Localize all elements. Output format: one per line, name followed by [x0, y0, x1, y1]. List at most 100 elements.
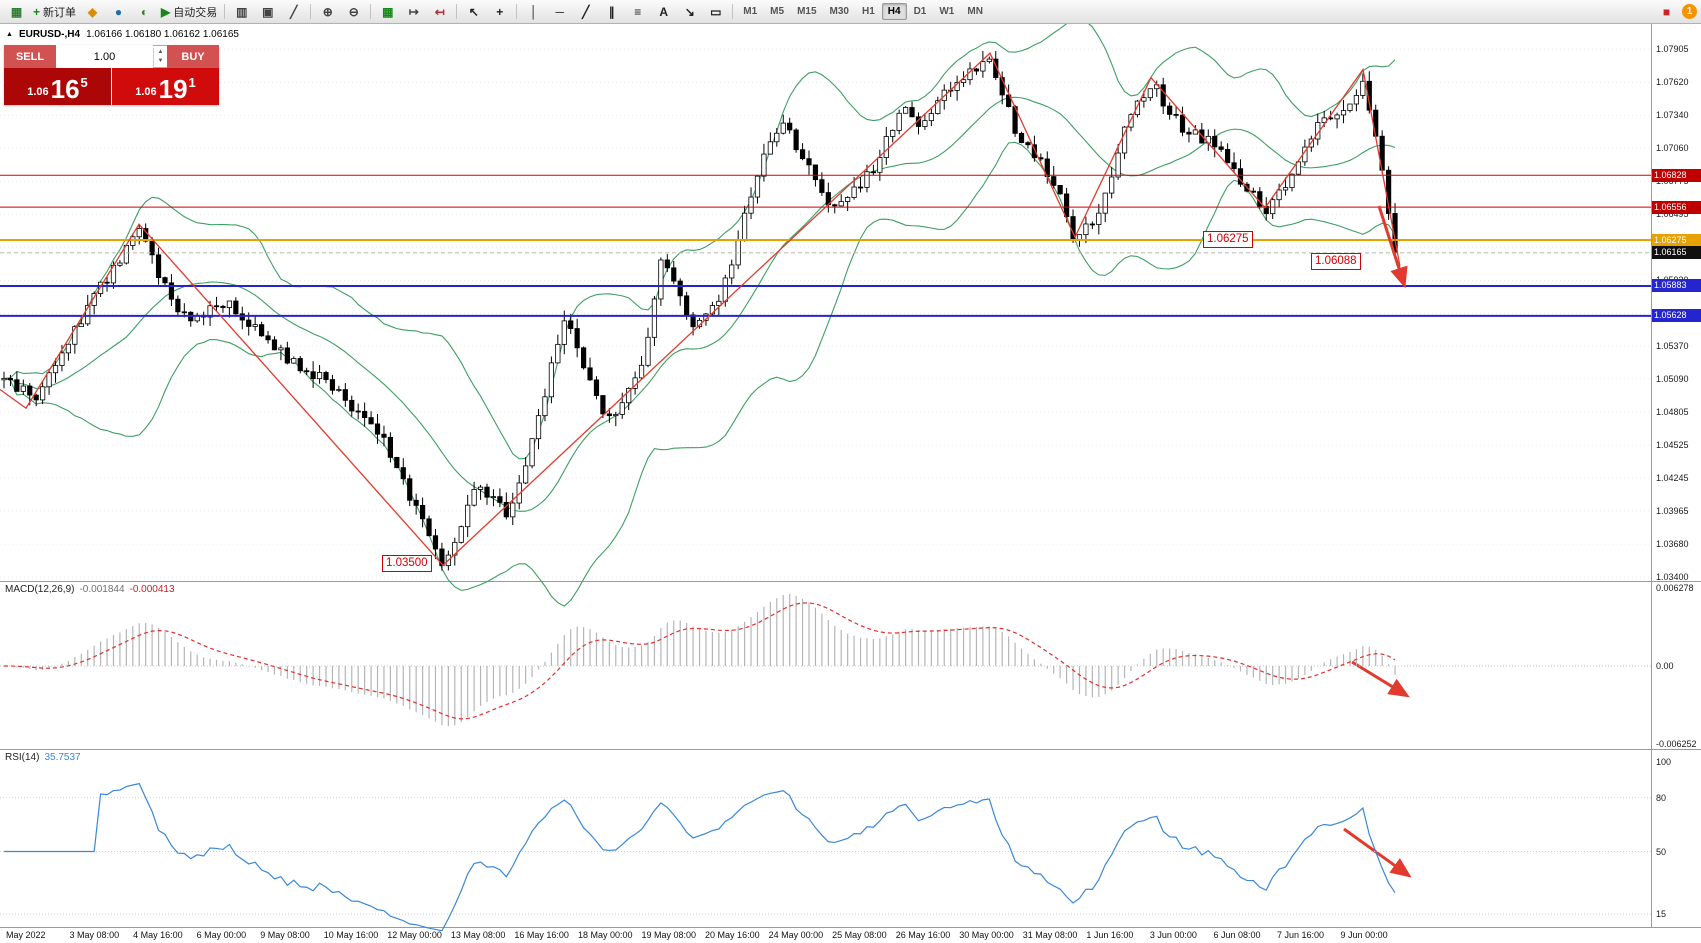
sell-price-big: 16 [50, 74, 80, 104]
price-badge: 1.06828 [1652, 168, 1701, 182]
rsi-indicator-label: RSI(14) 35.7537 [5, 752, 86, 763]
auto-scroll-button[interactable]: ↦ [401, 2, 426, 22]
cursor-button[interactable]: ↖ [461, 2, 486, 22]
chart-shift-button[interactable]: ↤ [427, 2, 452, 22]
timeframe-m30-button[interactable]: M30 [829, 6, 849, 17]
buy-price-prefix: 1.06 [135, 86, 157, 98]
toolbar-separator [310, 4, 312, 19]
time-axis-label: 6 Jun 08:00 [1213, 930, 1261, 940]
price-badge: 1.05628 [1652, 309, 1701, 323]
timeframe-d1-button[interactable]: D1 [913, 6, 927, 17]
autotrading-button[interactable]: ▶ 自动交易 [158, 2, 220, 22]
volume-increase-button[interactable]: ▲ [157, 48, 164, 55]
chart-ohlc-header: ▲ EURUSD-,H4 1.06166 1.06180 1.06162 1.0… [6, 29, 239, 40]
time-axis-label: 9 Jun 00:00 [1340, 930, 1388, 940]
time-axis-label: May 2022 [6, 930, 46, 940]
line-chart-button[interactable]: ╱ [281, 2, 306, 22]
new-order-icon: + [33, 4, 41, 19]
price-badge: 1.06165 [1652, 246, 1701, 260]
stop-button[interactable]: ■ [1654, 2, 1679, 22]
sell-price-sup: 5 [80, 75, 88, 90]
price-tick-label: 1.06495 [1656, 209, 1689, 220]
volume-spinner: ▲ ▼ [153, 47, 167, 66]
buy-price-panel[interactable]: 1.06 19 1 [112, 68, 219, 105]
bars-chart-button[interactable]: ▥ [229, 2, 254, 22]
shapes-icon: ▭ [710, 4, 722, 19]
volume-decrease-button[interactable]: ▼ [157, 57, 164, 64]
chart-profiles-button[interactable]: ◆ [80, 2, 105, 22]
timeframe-m1-button[interactable]: M1 [743, 6, 758, 17]
chart-marker-icon: ▲ [6, 31, 13, 38]
sell-price-prefix: 1.06 [27, 86, 49, 98]
trendline-icon: ╱ [582, 4, 590, 19]
rsi-level-label: 15 [1656, 909, 1667, 920]
price-annotation: 1.03500 [382, 555, 432, 572]
timeframe-mn-button[interactable]: MN [967, 6, 983, 17]
timeframe-w1-button[interactable]: W1 [939, 6, 955, 17]
timeframe-h4-button[interactable]: H4 [881, 3, 907, 20]
price-tick-label: 1.03965 [1656, 505, 1689, 516]
shapes-button[interactable]: ▭ [703, 2, 728, 22]
volume-input[interactable] [56, 45, 153, 68]
macd-main-value: -0.001844 [79, 584, 125, 595]
time-axis-label: 19 May 08:00 [641, 930, 697, 940]
price-tick-label: 1.07060 [1656, 143, 1689, 154]
tile-windows-button[interactable]: ▦ [375, 2, 400, 22]
new-chart-icon: ▦ [10, 4, 23, 19]
fibonacci-button[interactable]: ≡ [625, 2, 650, 22]
notifications-badge[interactable]: 1 [1682, 4, 1697, 19]
timeframe-h1-button[interactable]: H1 [861, 6, 875, 17]
time-axis-label: 16 May 16:00 [514, 930, 569, 940]
candlesticks [1, 51, 1398, 571]
macd-scale-bottom: -0.006252 [1656, 739, 1697, 749]
time-axis-label: 3 Jun 00:00 [1149, 930, 1197, 940]
zoom-in-button[interactable]: ⊕ [315, 2, 340, 22]
navigator-icon: ◐ [140, 4, 149, 19]
time-axis-label: 12 May 00:00 [387, 930, 442, 940]
symbol-timeframe: EURUSD-,H4 [18, 29, 81, 40]
new-order-label: 新订单 [43, 6, 77, 19]
time-axis-label: 4 May 16:00 [133, 930, 183, 940]
new-chart-button[interactable]: ▦ [4, 2, 29, 22]
text-button[interactable]: A [651, 2, 676, 22]
timeframe-m5-button[interactable]: M5 [770, 6, 785, 17]
timeframe-m15-button[interactable]: M15 [797, 6, 817, 17]
time-axis-label: 26 May 16:00 [895, 930, 951, 940]
arrows-button[interactable]: ↘ [677, 2, 702, 22]
arrows-icon: ↘ [684, 4, 695, 19]
sell-button[interactable]: SELL [4, 45, 56, 68]
macd-indicator-label: MACD(12,26,9) -0.001844 -0.000413 [5, 584, 180, 595]
time-axis-label: 31 May 08:00 [1022, 930, 1078, 940]
zoom-out-button[interactable]: ⊖ [341, 2, 366, 22]
fibonacci-icon: ≡ [634, 4, 642, 19]
sell-price-panel[interactable]: 1.06 16 5 [4, 68, 111, 105]
candlestick-chart-button[interactable]: ▣ [255, 2, 280, 22]
macd-scale-zero: 0.00 [1656, 661, 1674, 671]
vertical-line-button[interactable]: │ [521, 2, 546, 22]
buy-button[interactable]: BUY [167, 45, 219, 68]
navigator-button[interactable]: ◐ [132, 2, 157, 22]
crosshair-button[interactable]: + [487, 2, 512, 22]
market-watch-button[interactable]: ● [106, 2, 131, 22]
auto-scroll-icon: ↦ [408, 4, 419, 19]
autotrading-icon: ▶ [161, 4, 171, 19]
equidistant-channel-button[interactable]: ∥ [599, 2, 624, 22]
time-axis-label: 1 Jun 16:00 [1086, 930, 1134, 940]
price-tick-label: 1.07620 [1656, 77, 1689, 88]
macd-signal-line [3, 602, 1396, 720]
horizontal-line-button[interactable]: ─ [547, 2, 572, 22]
price-annotation: 1.06275 [1203, 231, 1253, 248]
price-badge: 1.05883 [1652, 279, 1701, 293]
rsi-line [4, 782, 1396, 932]
time-axis-label: 6 May 00:00 [196, 930, 247, 940]
new-order-button[interactable]: + 新订单 [30, 2, 79, 22]
time-axis-label: 30 May 00:00 [959, 930, 1014, 940]
text-icon: A [659, 4, 669, 19]
price-tick-label: 1.04805 [1656, 407, 1689, 418]
trend-zigzag-line [0, 52, 1401, 567]
cursor-icon: ↖ [468, 4, 479, 19]
trendline-button[interactable]: ╱ [573, 2, 598, 22]
red-down-arrow [1377, 205, 1408, 289]
